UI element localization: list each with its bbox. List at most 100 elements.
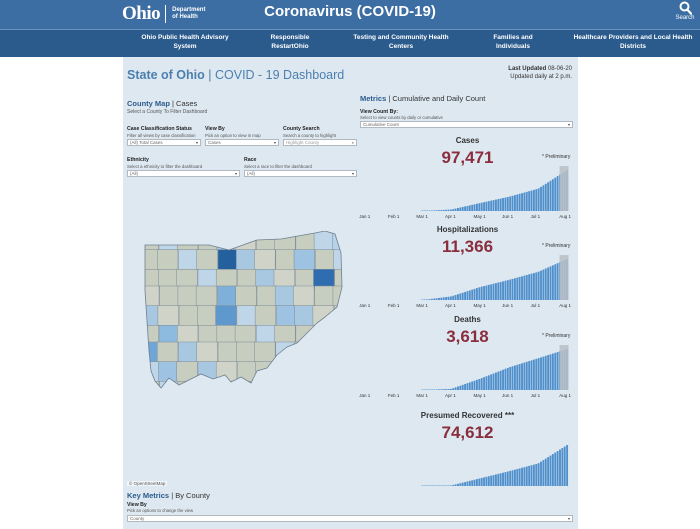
chart-bar[interactable] — [440, 389, 443, 390]
chart-bar[interactable] — [449, 296, 452, 300]
chart-bar[interactable] — [480, 378, 483, 390]
chart-bar[interactable] — [438, 297, 440, 300]
chart-bar[interactable] — [499, 473, 502, 486]
chart-bar[interactable] — [440, 485, 443, 487]
chart-bar[interactable] — [478, 478, 481, 486]
county-shape[interactable] — [217, 381, 239, 399]
chart-bar[interactable] — [490, 475, 493, 486]
county-shape[interactable] — [312, 305, 334, 326]
chart-bar[interactable] — [551, 265, 554, 300]
chart-bar[interactable] — [440, 297, 443, 300]
chart-bar[interactable] — [521, 363, 523, 390]
county-shape[interactable] — [178, 341, 200, 363]
county-shape[interactable] — [275, 341, 297, 363]
county-shape[interactable] — [293, 285, 315, 307]
chart-bar[interactable] — [466, 291, 469, 300]
chart-bar[interactable] — [513, 365, 516, 390]
county-shape[interactable] — [275, 249, 297, 270]
chart-bar[interactable] — [509, 367, 512, 390]
chart-bar[interactable] — [447, 485, 450, 487]
county-shape[interactable] — [274, 285, 297, 307]
chart-bar[interactable] — [535, 463, 538, 486]
chart-bar[interactable] — [497, 371, 500, 390]
chart-bar[interactable] — [535, 358, 538, 390]
chart-bar[interactable] — [554, 264, 557, 300]
chart-bar[interactable] — [454, 387, 457, 390]
chart-bar[interactable] — [506, 197, 509, 211]
county-shape[interactable] — [157, 305, 179, 326]
nav-item-testing-centers[interactable]: Testing and Community Health Centers — [342, 33, 460, 51]
chart-bar[interactable] — [473, 204, 476, 211]
chart-bar[interactable] — [438, 485, 440, 487]
county-shape[interactable] — [178, 249, 200, 270]
chart-bar[interactable] — [542, 269, 545, 300]
chart-bar[interactable] — [423, 389, 426, 391]
chart-bar[interactable] — [483, 477, 485, 486]
chart-bar[interactable] — [445, 297, 448, 300]
county-shape[interactable] — [334, 269, 353, 290]
chart-bar[interactable] — [457, 208, 459, 211]
county-shape[interactable] — [235, 381, 257, 399]
chart-bar[interactable] — [518, 364, 521, 390]
chart-bar[interactable] — [528, 361, 531, 390]
county-shape[interactable] — [158, 231, 180, 251]
chart-bar[interactable] — [473, 380, 476, 390]
chart-bar[interactable] — [497, 282, 500, 300]
chart-bar[interactable] — [509, 470, 512, 486]
chart-bar[interactable] — [476, 203, 478, 211]
county-shape[interactable] — [140, 305, 161, 326]
chart-bar[interactable] — [525, 361, 528, 390]
chart-bar[interactable] — [549, 266, 552, 300]
chart-bar[interactable] — [530, 465, 533, 486]
county-shape[interactable] — [236, 249, 258, 270]
chart-bar[interactable] — [423, 299, 426, 301]
chart-bar[interactable] — [540, 461, 542, 486]
chart-bar[interactable] — [478, 203, 481, 211]
chart-bar[interactable] — [433, 485, 436, 487]
chart-bar[interactable] — [452, 209, 455, 211]
county-shape[interactable] — [256, 381, 278, 399]
chart-bar[interactable] — [457, 294, 459, 300]
chart-bar[interactable] — [497, 473, 500, 486]
county-shape[interactable] — [178, 305, 201, 326]
chart-bar[interactable] — [554, 177, 557, 211]
chart-bar[interactable] — [430, 389, 433, 391]
chart-bar[interactable] — [530, 273, 533, 300]
chart-bar[interactable] — [518, 193, 521, 211]
chart-bar[interactable] — [523, 467, 526, 486]
chart-bar[interactable] — [509, 279, 512, 300]
chart-bar[interactable] — [464, 206, 467, 211]
chart-bar[interactable] — [485, 201, 488, 211]
ohio-county-map[interactable] — [139, 230, 353, 399]
chart-bar[interactable] — [511, 278, 514, 300]
county-shape[interactable] — [256, 231, 278, 251]
chart-bar[interactable] — [490, 200, 493, 211]
chart-bar[interactable] — [513, 469, 516, 486]
chart-bar[interactable] — [435, 298, 438, 300]
map-attribution[interactable]: © OpenStreetMap — [127, 481, 168, 486]
chart-bar[interactable] — [499, 281, 502, 300]
county-shape[interactable] — [196, 249, 218, 270]
chart-bar[interactable] — [549, 455, 552, 486]
chart-bar[interactable] — [494, 199, 497, 211]
county-shape[interactable] — [274, 381, 297, 399]
chart-bar[interactable] — [528, 465, 531, 486]
chart-bar[interactable] — [464, 384, 467, 390]
chart-bar[interactable] — [566, 445, 569, 486]
chart-bar[interactable] — [509, 196, 512, 211]
county-shape[interactable] — [195, 381, 218, 399]
county-shape[interactable] — [254, 249, 276, 270]
chart-bar[interactable] — [423, 485, 426, 487]
county-shape[interactable] — [293, 341, 315, 363]
chart-bar[interactable] — [518, 276, 521, 300]
nav-item-restart-ohio[interactable]: Responsible RestartOhio — [246, 33, 334, 51]
chart-bar[interactable] — [452, 388, 455, 390]
chart-bar[interactable] — [492, 200, 495, 211]
chart-bar[interactable] — [433, 389, 436, 391]
chart-bar[interactable] — [483, 202, 485, 211]
chart-bar[interactable] — [421, 210, 424, 212]
chart-bar[interactable] — [478, 287, 481, 300]
chart-bar[interactable] — [551, 179, 554, 211]
chart-bar[interactable] — [454, 208, 457, 211]
chart-bar[interactable] — [528, 274, 531, 300]
